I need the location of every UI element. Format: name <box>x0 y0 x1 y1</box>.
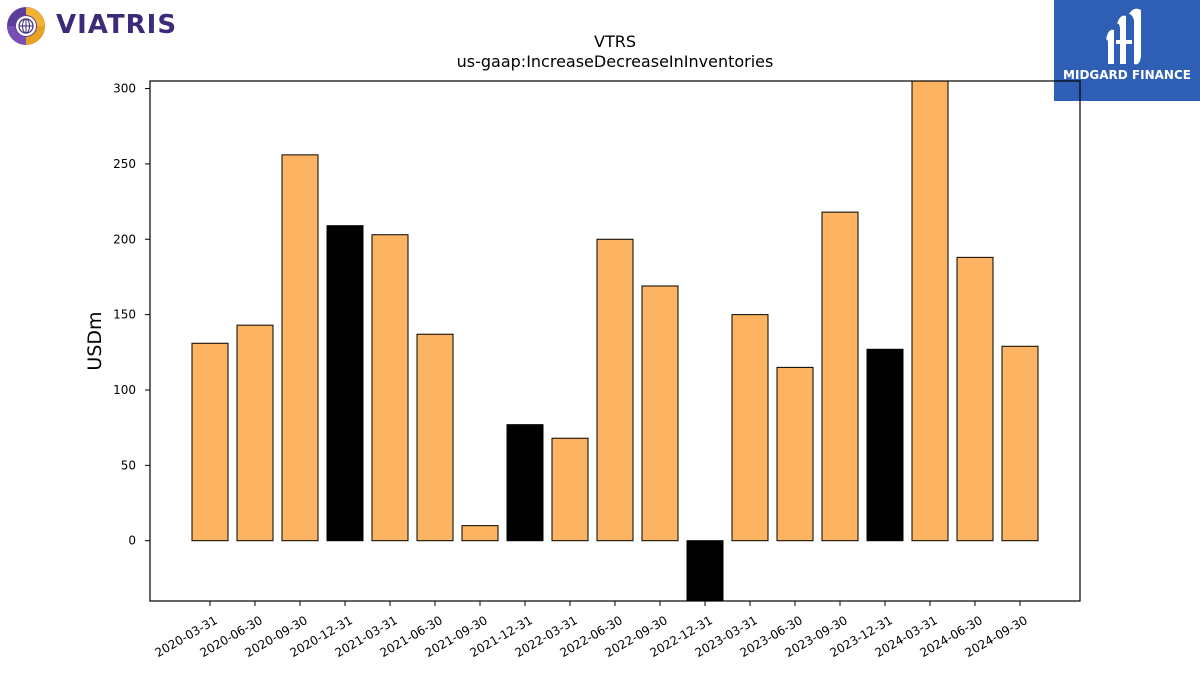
viatris-globe-icon <box>7 7 45 45</box>
x-axis: 2020-03-312020-06-302020-09-302020-12-31… <box>152 601 1030 660</box>
bar-2020-09-30 <box>281 154 319 542</box>
y-tick-label: 300 <box>113 82 136 96</box>
bar-2022-12-31 <box>686 540 724 602</box>
viatris-trademark: ™ <box>159 16 166 24</box>
bar-2020-12-31 <box>326 225 364 542</box>
y-axis-label: USDm <box>84 311 106 370</box>
y-tick-label: 0 <box>128 534 136 548</box>
chart-subtitle: us-gaap:IncreaseDecreaseInInventories <box>456 52 774 71</box>
bar-2022-06-30 <box>596 238 634 542</box>
y-tick-label: 150 <box>113 308 136 322</box>
bars-group <box>191 80 1039 602</box>
viatris-wordmark: VIATRIS <box>56 10 178 40</box>
y-tick-label: 100 <box>113 383 136 397</box>
bar-2024-09-30 <box>1001 345 1039 542</box>
bar-2022-03-31 <box>551 437 589 542</box>
midgard-m-icon <box>1106 8 1141 65</box>
bar-2022-09-30 <box>641 285 679 542</box>
bar-2024-06-30 <box>956 256 994 542</box>
bar-2021-03-31 <box>371 234 409 542</box>
viatris-logo: VIATRIS ™ <box>4 4 178 48</box>
bar-2021-12-31 <box>506 424 544 542</box>
midgard-finance-logo: MIDGARD FINANCE <box>1054 0 1200 101</box>
midgard-brand-text: MIDGARD FINANCE <box>1063 68 1191 82</box>
bar-2023-09-30 <box>821 211 859 542</box>
y-tick-label: 50 <box>121 458 136 472</box>
y-tick-label: 200 <box>113 232 136 246</box>
bar-2023-06-30 <box>776 366 814 542</box>
bar-2023-03-31 <box>731 314 769 542</box>
bar-2020-06-30 <box>236 324 274 542</box>
bar-2024-03-31 <box>911 80 949 542</box>
bar-2020-03-31 <box>191 342 229 542</box>
y-axis: 0 50 100 150 200 250 300 <box>113 82 150 548</box>
bar-2021-06-30 <box>416 333 454 542</box>
bar-2021-09-30 <box>461 525 499 542</box>
bar-2023-12-31 <box>866 348 904 542</box>
chart-title: VTRS <box>594 32 636 51</box>
y-tick-label: 250 <box>113 157 136 171</box>
